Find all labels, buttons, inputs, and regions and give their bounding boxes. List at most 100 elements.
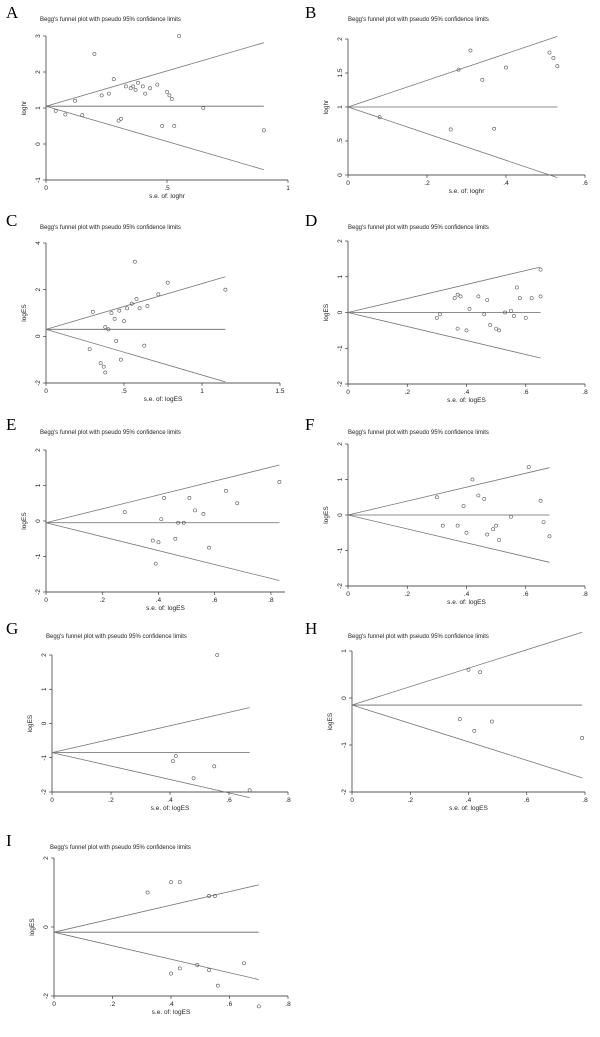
y-tick-label: 2 bbox=[35, 448, 42, 452]
study-point bbox=[207, 545, 211, 550]
study-point bbox=[452, 296, 457, 301]
lower-confidence-limit bbox=[45, 328, 226, 383]
y-tick-label: 2 bbox=[35, 70, 42, 74]
x-tick-label: .6 bbox=[227, 1001, 233, 1008]
study-point bbox=[103, 325, 108, 329]
x-axis-label: s.e. of: logES bbox=[152, 1009, 191, 1016]
study-point bbox=[169, 97, 174, 101]
x-tick-label: .4 bbox=[464, 591, 470, 598]
study-point bbox=[491, 527, 496, 532]
study-point bbox=[129, 301, 134, 306]
y-tick-label: 4 bbox=[35, 241, 42, 245]
panel-title: Begg's funnel plot with pseudo 95% confi… bbox=[40, 17, 181, 23]
y-tick-label: 0 bbox=[41, 721, 48, 725]
y-tick-label: 1 bbox=[337, 477, 344, 481]
study-point bbox=[155, 82, 160, 87]
x-tick-label: .6 bbox=[212, 597, 218, 604]
study-point bbox=[476, 493, 481, 498]
lower-confidence-limit bbox=[51, 752, 250, 798]
y-tick-label: -2 bbox=[35, 380, 42, 386]
study-point bbox=[207, 894, 211, 898]
y-tick-label: 2 bbox=[35, 287, 42, 291]
y-tick-label: 1 bbox=[35, 106, 42, 110]
study-point bbox=[181, 520, 186, 525]
y-tick-label: 2 bbox=[337, 442, 344, 446]
study-point bbox=[207, 968, 211, 973]
study-point bbox=[87, 347, 92, 352]
study-point bbox=[131, 84, 136, 89]
upper-confidence-limit bbox=[347, 35, 558, 108]
study-point bbox=[470, 477, 475, 482]
panel-letter: C bbox=[6, 211, 17, 230]
x-tick-label: .4 bbox=[168, 1001, 174, 1008]
x-tick-label: .4 bbox=[464, 389, 470, 396]
study-point bbox=[99, 93, 104, 98]
study-point bbox=[485, 532, 490, 537]
study-point bbox=[201, 106, 206, 110]
y-tick-label: 0 bbox=[337, 173, 344, 177]
y-tick-label: -2 bbox=[41, 789, 48, 795]
study-point bbox=[134, 297, 139, 301]
study-point bbox=[504, 65, 508, 70]
study-point bbox=[555, 64, 560, 69]
x-tick-label: .8 bbox=[582, 591, 588, 598]
study-point bbox=[456, 67, 461, 72]
y-axis-label: loghr bbox=[323, 99, 330, 114]
study-point bbox=[80, 113, 85, 118]
x-tick-label: .4 bbox=[167, 797, 173, 804]
y-tick-label: -1 bbox=[341, 742, 348, 748]
study-point bbox=[167, 93, 172, 98]
y-tick-label: -1 bbox=[41, 754, 48, 760]
x-tick-label: .8 bbox=[285, 1001, 291, 1008]
y-axis-label: logES bbox=[29, 918, 36, 936]
x-tick-label: .2 bbox=[405, 591, 411, 598]
study-point bbox=[177, 34, 182, 38]
panel-letter: G bbox=[6, 619, 18, 638]
study-point bbox=[466, 667, 471, 672]
study-point bbox=[145, 890, 150, 895]
funnel-panel-f: F Begg's funnel plot with pseudo 95% conf… bbox=[305, 415, 588, 606]
x-tick-label: .8 bbox=[582, 797, 588, 804]
study-point bbox=[538, 294, 543, 299]
study-point bbox=[215, 653, 220, 657]
lower-confidence-limit bbox=[53, 931, 259, 980]
study-point bbox=[148, 86, 152, 91]
study-point bbox=[159, 517, 164, 522]
x-axis-label: s.e. of: logES bbox=[144, 396, 183, 403]
y-tick-label: 1.5 bbox=[337, 68, 344, 77]
y-tick-label: 2 bbox=[43, 856, 50, 860]
upper-confidence-limit bbox=[347, 266, 541, 313]
y-tick-label: 0 bbox=[337, 513, 344, 517]
y-tick-label: 0 bbox=[43, 925, 50, 929]
x-tick-label: 0 bbox=[346, 180, 350, 187]
study-point bbox=[156, 540, 161, 545]
y-axis-label: loghr bbox=[21, 100, 28, 115]
upper-confidence-limit bbox=[53, 884, 259, 933]
study-point bbox=[98, 361, 103, 366]
study-point bbox=[434, 495, 439, 500]
study-point bbox=[526, 465, 531, 469]
y-tick-label: 0 bbox=[341, 696, 348, 700]
study-point bbox=[261, 128, 266, 133]
panel-letter: I bbox=[6, 831, 12, 850]
study-point bbox=[482, 312, 487, 317]
study-point bbox=[497, 328, 501, 333]
study-point bbox=[191, 776, 196, 781]
study-point bbox=[177, 966, 182, 971]
funnel-panel-c: C Begg's funnel plot with pseudo 95% conf… bbox=[6, 211, 285, 403]
x-tick-label: 1 bbox=[200, 388, 204, 395]
study-point bbox=[101, 364, 106, 369]
study-point bbox=[169, 971, 173, 976]
study-point bbox=[114, 339, 119, 343]
panel-title: Begg's funnel plot with pseudo 95% confi… bbox=[46, 634, 187, 640]
study-point bbox=[212, 894, 217, 898]
upper-confidence-limit bbox=[45, 276, 226, 330]
x-tick-label: 1 bbox=[286, 185, 290, 192]
x-tick-label: .8 bbox=[582, 389, 588, 396]
funnel-panel-b: B Begg's funnel plot with pseudo 95% conf… bbox=[305, 3, 588, 195]
study-point bbox=[162, 496, 166, 500]
x-axis-label: s.e. of: logES bbox=[151, 805, 190, 812]
study-point bbox=[476, 294, 481, 299]
y-tick-label: .5 bbox=[337, 138, 344, 144]
